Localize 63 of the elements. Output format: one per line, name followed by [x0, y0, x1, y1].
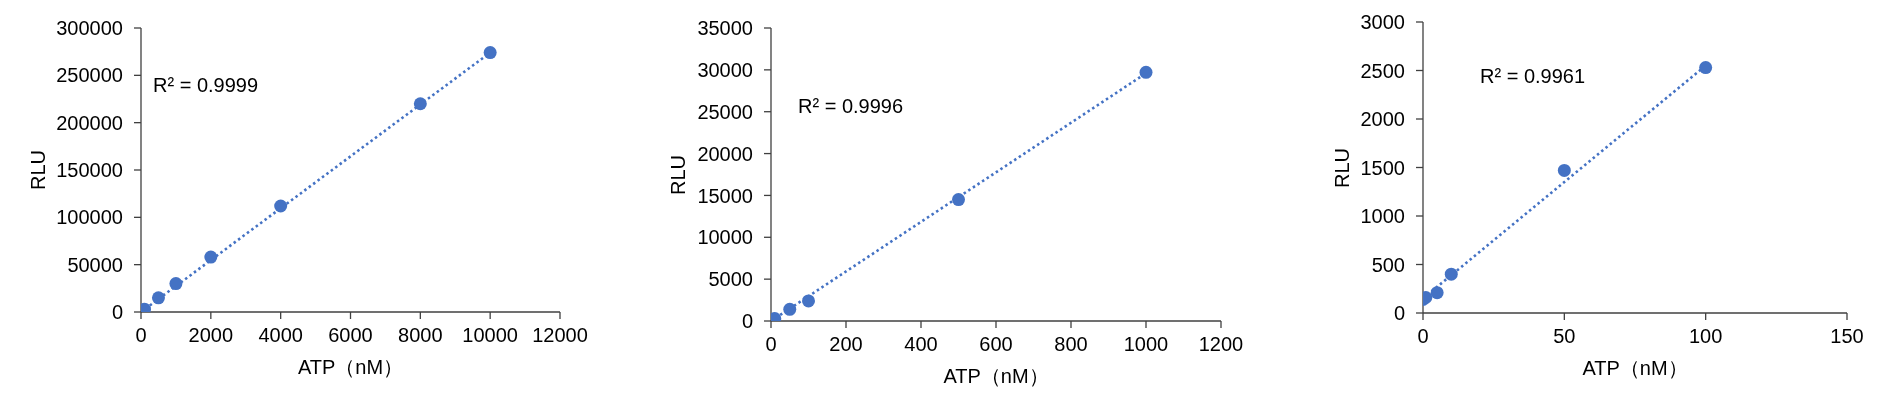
y-tick-label: 35000 — [697, 17, 753, 40]
x-tick-label: 8000 — [398, 324, 443, 347]
point — [1139, 65, 1153, 79]
y-tick-label: 2500 — [1360, 59, 1405, 82]
point — [952, 193, 965, 207]
x-tick-label: 50 — [1553, 325, 1576, 348]
y-tick-label: 0 — [741, 310, 753, 333]
y-axis-title: RLU — [26, 149, 50, 191]
point — [1444, 267, 1458, 281]
y-tick-label: 300000 — [56, 17, 123, 40]
x-tick-label: 12000 — [532, 324, 588, 347]
y-tick-label: 5000 — [708, 268, 753, 291]
x-tick-label: 1200 — [1198, 333, 1244, 356]
x-tick-label: 0 — [1417, 325, 1429, 348]
x-tick-label: 100 — [1688, 325, 1723, 348]
y-tick-label: 100000 — [56, 206, 123, 229]
y-tick-label: 0 — [111, 301, 123, 324]
x-tick-label: 200 — [829, 333, 863, 356]
y-tick-label: 200000 — [56, 111, 123, 134]
annotation: R² = 0.9999 — [153, 73, 259, 97]
y-tick-label: 0 — [1393, 302, 1405, 325]
x-tick-label: 1000 — [1123, 333, 1169, 356]
y-tick-label: 50000 — [67, 253, 123, 276]
x-axis-title: ATP（nM） — [297, 355, 404, 379]
point — [169, 277, 183, 291]
annotation: R² = 0.9961 — [1480, 64, 1586, 88]
y-axis-title: RLU — [1330, 147, 1354, 188]
y-tick-label: 3000 — [1360, 11, 1405, 34]
y-tick-label: 30000 — [697, 58, 753, 81]
x-tick-label: 400 — [904, 333, 938, 356]
y-tick-label: 20000 — [697, 142, 753, 165]
point — [1557, 163, 1571, 177]
y-tick-label: 150000 — [56, 159, 123, 182]
y-axis-title: RLU — [666, 154, 690, 195]
x-tick-label: 0 — [135, 324, 147, 347]
y-tick-label: 2000 — [1360, 108, 1405, 131]
y-tick-label: 25000 — [697, 100, 753, 123]
x-tick-label: 150 — [1830, 325, 1864, 348]
y-tick-label: 1000 — [1360, 205, 1405, 228]
point — [1430, 286, 1444, 300]
x-tick-label: 800 — [1054, 333, 1088, 356]
point — [274, 199, 288, 213]
x-tick-label: 6000 — [328, 324, 373, 347]
x-tick-label: 10000 — [462, 324, 518, 347]
x-tick-label: 0 — [765, 333, 777, 356]
point — [151, 291, 165, 305]
point — [783, 302, 797, 316]
y-tick-label: 1500 — [1360, 156, 1405, 179]
x-tick-label: 600 — [979, 333, 1013, 356]
x-tick-label: 4000 — [258, 324, 303, 347]
point — [413, 97, 427, 111]
y-tick-label: 500 — [1371, 253, 1405, 276]
y-tick-label: 15000 — [697, 184, 753, 207]
x-axis-title: ATP（nM） — [1582, 356, 1688, 380]
point — [802, 294, 815, 308]
point — [1699, 61, 1713, 75]
x-tick-label: 2000 — [188, 324, 234, 347]
y-tick-label: 10000 — [697, 226, 753, 249]
y-tick-label: 250000 — [56, 64, 123, 87]
point — [483, 46, 497, 60]
x-axis-title: ATP（nM） — [943, 364, 1049, 388]
annotation: R² = 0.9996 — [798, 94, 904, 118]
point — [204, 250, 218, 264]
